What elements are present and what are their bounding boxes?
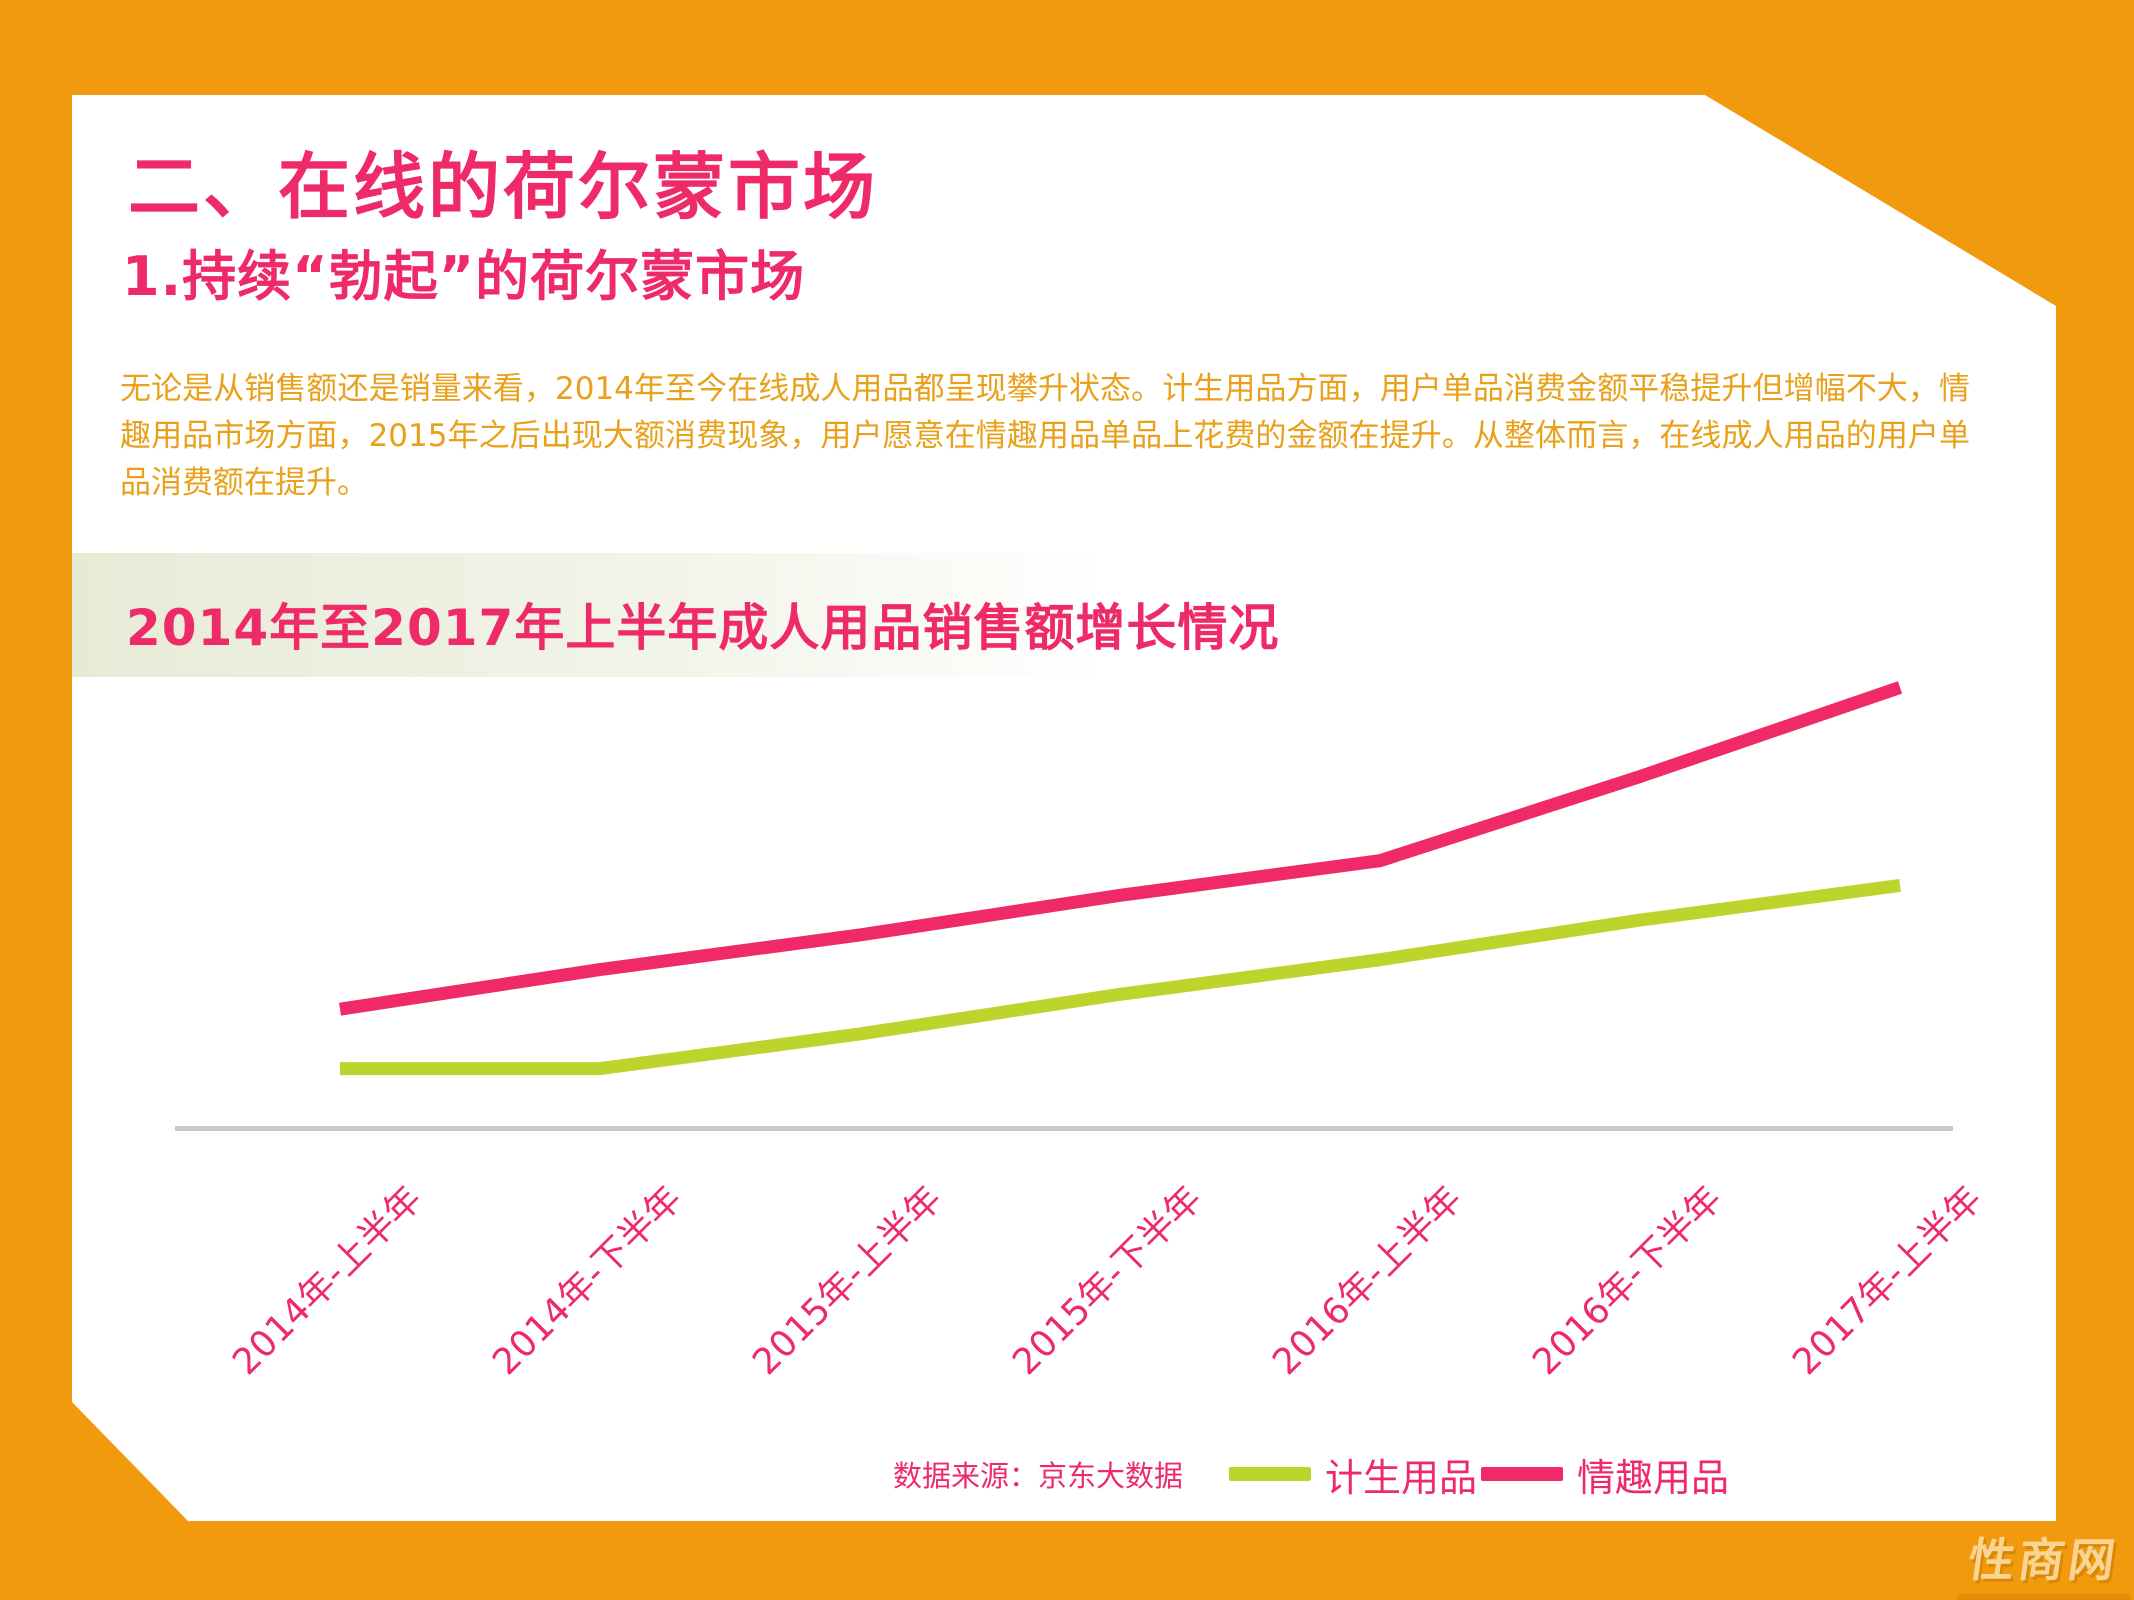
legend-label-qingqu: 情趣用品 [1577, 1455, 1730, 1500]
section-subtitle: 1.持续“勃起”的荷尔蒙市场 [122, 245, 806, 308]
watermark-site-name: 性商网 [1964, 1533, 2123, 1587]
data-source-label: 数据来源：京东大数据 [893, 1459, 1184, 1493]
intro-paragraph: 无论是从销售额还是销量来看，2014年至今在线成人用品都呈现攀升状态。计生用品方… [120, 371, 1970, 501]
chart-title-band [72, 553, 1252, 677]
chart-title: 2014年至2017年上半年成人用品销售额增长情况 [126, 599, 1280, 657]
chart-legend: 数据来源：京东大数据 计生用品 情趣用品 [893, 1446, 1733, 1502]
watermark-logo: 性商网 www.ChinaSexQ.com [1958, 1524, 2130, 1600]
watermark-site-url: www.ChinaSexQ.com [1958, 1594, 2130, 1600]
section-title: 二、在线的荷尔蒙市场 [128, 145, 879, 229]
legend-label-jisheng: 计生用品 [1325, 1455, 1478, 1500]
legend-swatch-jisheng [1229, 1467, 1312, 1481]
legend-swatch-qingqu [1481, 1467, 1564, 1481]
x-axis-line [175, 1126, 1953, 1131]
